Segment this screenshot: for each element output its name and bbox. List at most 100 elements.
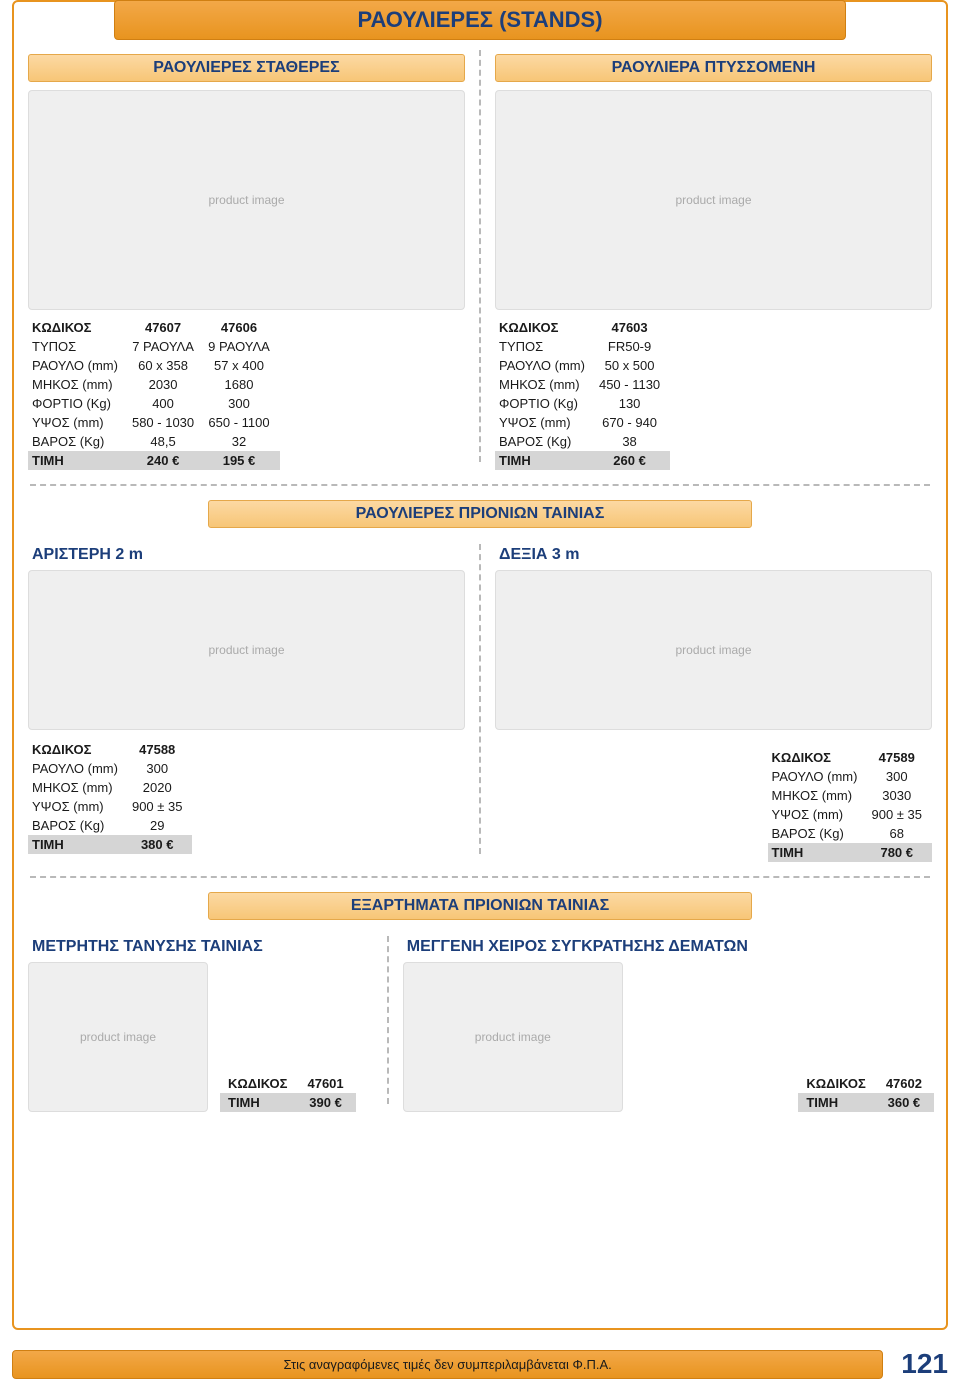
mid-right-label: ΔΕΞΙΑ 3 m (499, 546, 932, 564)
catalog-page: ΡΑΟΥΛΙΕΡΕΣ (STANDS) ΡΑΟΥΛΙΕΡΕΣ ΣΤΑΘΕΡΕΣ … (12, 0, 948, 1330)
spec-value: 50 x 500 (595, 356, 670, 375)
spec-value: 650 - 1100 (204, 413, 280, 432)
table-row: ΦΟΡΤΙΟ (Kg)130 (495, 394, 670, 413)
horizontal-divider (30, 876, 930, 878)
top-right-col: ΡΑΟΥΛΙΕΡΑ ΠΤΥΣΣΟΜΕΝΗ product image ΚΩΔΙΚ… (481, 42, 946, 470)
table-row: ΡΑΟΥΛΟ (mm)60 x 35857 x 400 (28, 356, 280, 375)
spec-value: 32 (204, 432, 280, 451)
spec-value: 240 € (128, 451, 204, 470)
top-left-section-title: ΡΑΟΥΛΙΕΡΕΣ ΣΤΑΘΕΡΕΣ (28, 54, 465, 82)
spec-table-folding-roller: ΚΩΔΙΚΟΣ47603ΤΥΠΟΣFR50-9ΡΑΟΥΛΟ (mm)50 x 5… (495, 318, 670, 470)
spec-value: 38 (595, 432, 670, 451)
table-row: ΒΑΡΟΣ (Kg)68 (768, 824, 932, 843)
spec-label: ΚΩΔΙΚΟΣ (798, 1074, 877, 1093)
table-row: ΥΨΟΣ (mm)670 - 940 (495, 413, 670, 432)
spec-label: ΤΙΜΗ (495, 451, 595, 470)
spec-label: ΥΨΟΣ (mm) (768, 805, 868, 824)
bottom-right-label: ΜΕΓΓΕΝΗ ΧΕΙΡΟΣ ΣΥΓΚΡΑΤΗΣΗΣ ΔΕΜΑΤΩΝ (407, 938, 934, 956)
spec-label: ΡΑΟΥΛΟ (mm) (768, 767, 868, 786)
spec-value: 48,5 (128, 432, 204, 451)
table-row: ΜΗΚΟΣ (mm)3030 (768, 786, 932, 805)
product-image-right-3m: product image (495, 570, 932, 730)
product-image-hand-vise: product image (403, 962, 623, 1112)
spec-value: 47607 (128, 318, 204, 337)
table-row: ΤΥΠΟΣ7 ΡΑΟΥΛΑ9 ΡΑΟΥΛΑ (28, 337, 280, 356)
spec-value: 7 ΡΑΟΥΛΑ (128, 337, 204, 356)
table-row: ΜΗΚΟΣ (mm)20301680 (28, 375, 280, 394)
table-row: ΚΩΔΙΚΟΣ4760747606 (28, 318, 280, 337)
bottom-row: ΜΕΤΡΗΤΗΣ ΤΑΝΥΣΗΣ ΤΑΙΝΙΑΣ product image Κ… (14, 928, 946, 1112)
spec-value: 380 € (128, 835, 193, 854)
spec-value: 400 (128, 394, 204, 413)
spec-value: 47606 (204, 318, 280, 337)
spec-value: 195 € (204, 451, 280, 470)
spec-value: 47602 (878, 1074, 934, 1093)
product-image-fixed-roller: product image (28, 90, 465, 310)
mid-left-col: ΑΡΙΣΤΕΡΗ 2 m product image ΚΩΔΙΚΟΣ47588Ρ… (14, 536, 479, 862)
spec-value: 2030 (128, 375, 204, 394)
spec-value: 390 € (299, 1093, 355, 1112)
top-left-col: ΡΑΟΥΛΙΕΡΕΣ ΣΤΑΘΕΡΕΣ product image ΚΩΔΙΚΟ… (14, 42, 479, 470)
spec-value: 29 (128, 816, 193, 835)
spec-table-right-3m: ΚΩΔΙΚΟΣ47589ΡΑΟΥΛΟ (mm)300ΜΗΚΟΣ (mm)3030… (768, 748, 932, 862)
mid-section-title: ΡΑΟΥΛΙΕΡΕΣ ΠΡΙΟΝΙΩΝ ΤΑΙΝΙΑΣ (208, 500, 752, 528)
product-image-folding-roller: product image (495, 90, 932, 310)
spec-label: ΜΗΚΟΣ (mm) (768, 786, 868, 805)
table-row: ΜΗΚΟΣ (mm)2020 (28, 778, 192, 797)
spec-value: 1680 (204, 375, 280, 394)
spec-value: 360 € (878, 1093, 934, 1112)
spec-table-tension-gauge: ΚΩΔΙΚΟΣ47601ΤΙΜΗ390 € (220, 1074, 356, 1112)
spec-value: 450 - 1130 (595, 375, 670, 394)
mid-right-col: ΔΕΞΙΑ 3 m product image ΚΩΔΙΚΟΣ47589ΡΑΟΥ… (481, 536, 946, 862)
spec-label: ΒΑΡΟΣ (Kg) (495, 432, 595, 451)
spec-value: 60 x 358 (128, 356, 204, 375)
table-row: ΤΙΜΗ260 € (495, 451, 670, 470)
spec-label: ΦΟΡΤΙΟ (Kg) (495, 394, 595, 413)
spec-value: 47589 (867, 748, 932, 767)
spec-value: 900 ± 35 (867, 805, 932, 824)
table-row: ΚΩΔΙΚΟΣ47588 (28, 740, 192, 759)
spec-label: ΤΙΜΗ (220, 1093, 299, 1112)
mid-row: ΑΡΙΣΤΕΡΗ 2 m product image ΚΩΔΙΚΟΣ47588Ρ… (14, 536, 946, 862)
table-row: ΤΙΜΗ360 € (798, 1093, 934, 1112)
table-row: ΚΩΔΙΚΟΣ47601 (220, 1074, 356, 1093)
bottom-wrap: ΕΞΑΡΤΗΜΑΤΑ ΠΡΙΟΝΙΩΝ ΤΑΙΝΙΑΣ (14, 892, 946, 920)
spec-label: ΚΩΔΙΚΟΣ (768, 748, 868, 767)
table-row: ΥΨΟΣ (mm)900 ± 35 (28, 797, 192, 816)
main-title: ΡΑΟΥΛΙΕΡΕΣ (STANDS) (114, 0, 846, 40)
table-row: ΒΑΡΟΣ (Kg)29 (28, 816, 192, 835)
spec-value: 300 (867, 767, 932, 786)
table-row: ΦΟΡΤΙΟ (Kg)400300 (28, 394, 280, 413)
table-row: ΚΩΔΙΚΟΣ47602 (798, 1074, 934, 1093)
spec-label: ΤΙΜΗ (28, 451, 128, 470)
bottom-section-title: ΕΞΑΡΤΗΜΑΤΑ ΠΡΙΟΝΙΩΝ ΤΑΙΝΙΑΣ (208, 892, 752, 920)
spec-label: ΤΥΠΟΣ (28, 337, 128, 356)
spec-value: 300 (204, 394, 280, 413)
spec-value: 580 - 1030 (128, 413, 204, 432)
table-row: ΤΙΜΗ780 € (768, 843, 932, 862)
spec-label: ΜΗΚΟΣ (mm) (28, 778, 128, 797)
bottom-right-col: ΜΕΓΓΕΝΗ ΧΕΙΡΟΣ ΣΥΓΚΡΑΤΗΣΗΣ ΔΕΜΑΤΩΝ produ… (389, 928, 948, 1112)
spec-value: FR50-9 (595, 337, 670, 356)
table-row: ΡΑΟΥΛΟ (mm)300 (768, 767, 932, 786)
spec-value: 780 € (867, 843, 932, 862)
product-image-tension-gauge: product image (28, 962, 208, 1112)
product-image-left-2m: product image (28, 570, 465, 730)
spec-label: ΒΑΡΟΣ (Kg) (28, 816, 128, 835)
spec-label: ΚΩΔΙΚΟΣ (495, 318, 595, 337)
spec-value: 300 (128, 759, 193, 778)
table-row: ΚΩΔΙΚΟΣ47603 (495, 318, 670, 337)
bottom-left-col: ΜΕΤΡΗΤΗΣ ΤΑΝΥΣΗΣ ΤΑΙΝΙΑΣ product image Κ… (14, 928, 387, 1112)
spec-label: ΤΙΜΗ (798, 1093, 877, 1112)
spec-label: ΒΑΡΟΣ (Kg) (768, 824, 868, 843)
bottom-left-label: ΜΕΤΡΗΤΗΣ ΤΑΝΥΣΗΣ ΤΑΙΝΙΑΣ (32, 938, 373, 956)
table-row: ΡΑΟΥΛΟ (mm)300 (28, 759, 192, 778)
spec-label: ΡΑΟΥΛΟ (mm) (28, 759, 128, 778)
spec-value: 3030 (867, 786, 932, 805)
spec-table-fixed-roller: ΚΩΔΙΚΟΣ4760747606ΤΥΠΟΣ7 ΡΑΟΥΛΑ9 ΡΑΟΥΛΑΡΑ… (28, 318, 280, 470)
table-row: ΤΥΠΟΣFR50-9 (495, 337, 670, 356)
spec-value: 130 (595, 394, 670, 413)
spec-label: ΤΙΜΗ (768, 843, 868, 862)
spec-label: ΚΩΔΙΚΟΣ (220, 1074, 299, 1093)
spec-value: 47603 (595, 318, 670, 337)
